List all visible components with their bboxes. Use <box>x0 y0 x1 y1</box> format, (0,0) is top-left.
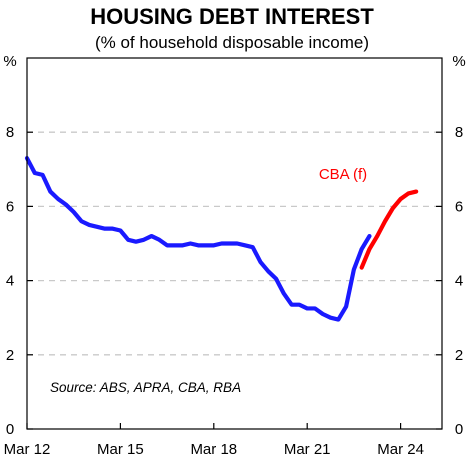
y-tick-label-left: 2 <box>6 347 14 364</box>
y-tick-label-right: 8 <box>455 124 463 141</box>
x-tick-labels: Mar 12 Mar 15 Mar 18 Mar 21 Mar 24 <box>4 423 424 458</box>
series-lines <box>24 156 419 322</box>
y-tick-label-left: 8 <box>6 124 14 141</box>
plot-frame <box>26 57 443 430</box>
y-axis-unit-left: % <box>3 53 16 70</box>
x-tick-label: Mar 18 <box>190 441 237 458</box>
y-tick-label-right: 4 <box>455 273 463 290</box>
chart-title: HOUSING DEBT INTEREST <box>90 4 374 29</box>
y-tick-label-right: 2 <box>455 347 463 364</box>
y-tick-label-left: 0 <box>6 421 14 438</box>
y-tick-labels: 0 0 2 2 4 4 6 6 8 8 <box>6 124 463 438</box>
series-line-1 <box>359 189 419 270</box>
chart-subtitle: (% of household disposable income) <box>95 33 369 52</box>
grid-lines <box>27 131 442 356</box>
y-tick-label-left: 6 <box>6 198 14 215</box>
series-label-cba-forecast: CBA (f) <box>319 166 367 183</box>
x-tick-label: Mar 24 <box>377 441 424 458</box>
source-note: Source: ABS, APRA, CBA, RBA <box>50 380 241 395</box>
series-line-0 <box>24 156 372 322</box>
x-tick-label: Mar 21 <box>284 441 331 458</box>
y-tick-label-right: 6 <box>455 198 463 215</box>
x-tick-label: Mar 15 <box>97 441 144 458</box>
y-axis-unit-right: % <box>452 53 465 70</box>
y-tick-label-right: 0 <box>455 421 463 438</box>
x-tick-label: Mar 12 <box>4 441 51 458</box>
y-tick-label-left: 4 <box>6 273 14 290</box>
